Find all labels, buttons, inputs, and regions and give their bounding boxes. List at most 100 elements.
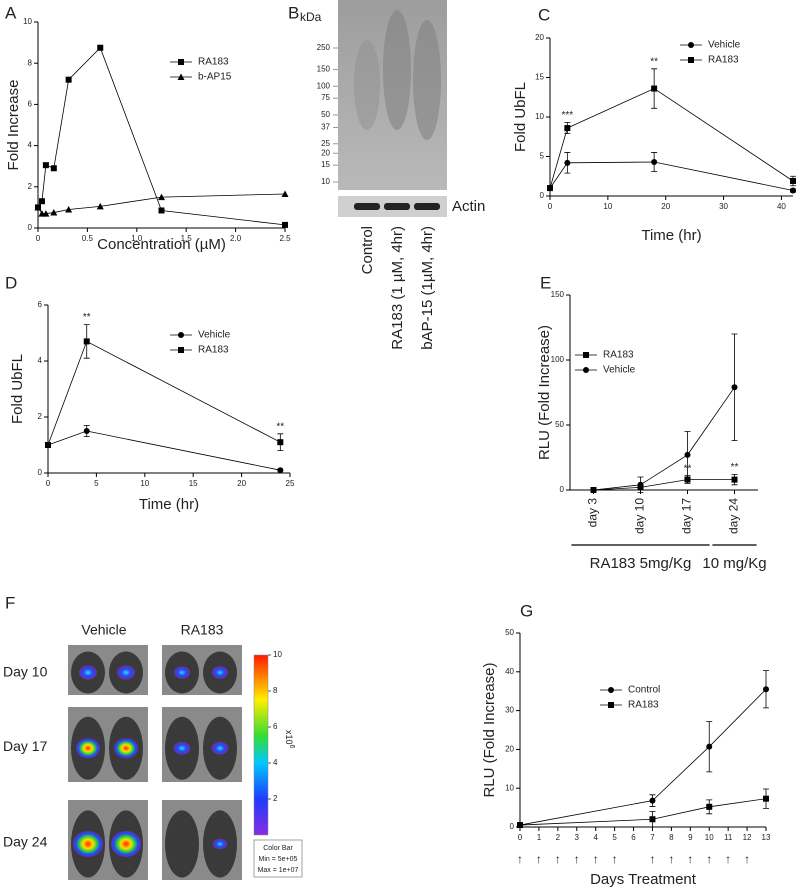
x-tick-label: 15 — [189, 479, 198, 488]
point — [564, 125, 571, 132]
marker-label: 50 — [321, 110, 330, 119]
dose-arrow: ↑ — [725, 852, 731, 866]
colorbar-box — [253, 839, 303, 878]
point — [763, 686, 769, 693]
marker-label: 15 — [321, 160, 330, 169]
point — [637, 481, 644, 488]
x-tick-label: 1.0 — [131, 234, 143, 243]
y-tick-label: 4 — [28, 141, 33, 150]
point — [158, 207, 165, 214]
x-tick-label: 5 — [94, 479, 99, 488]
signal — [173, 741, 191, 755]
x-tick-label: 1 — [537, 833, 542, 842]
point — [277, 439, 284, 446]
annotation: ** — [684, 463, 692, 474]
point — [277, 467, 284, 474]
column-label: Vehicle — [81, 622, 126, 638]
point — [83, 338, 90, 345]
point — [50, 165, 57, 172]
actin-band — [354, 203, 380, 210]
y-tick-label: 5 — [540, 152, 545, 161]
legend-label: RA183 — [628, 700, 659, 711]
point — [651, 85, 658, 92]
signal — [114, 738, 138, 759]
colorbar-label: 8 — [273, 686, 278, 695]
x-tick-label: 0 — [548, 202, 553, 211]
series-line — [519, 688, 767, 826]
lane-label: bAP-15 (1µM, 4hr) — [419, 226, 436, 350]
point — [96, 202, 104, 210]
series-line — [593, 479, 735, 491]
x-tick-label: 2.5 — [279, 234, 291, 243]
colorbar-label: 2 — [273, 794, 278, 803]
signal — [117, 665, 135, 680]
dose-arrow: ↑ — [536, 852, 542, 866]
y-tick-label: 0 — [540, 191, 545, 200]
dosing-label: 10 mg/Kg — [702, 555, 766, 572]
signal — [111, 831, 141, 857]
point — [731, 384, 738, 391]
legend-label: RA183 — [198, 345, 229, 356]
row-label: Day 10 — [3, 664, 48, 680]
dose-arrow: ↑ — [668, 852, 674, 866]
point — [590, 487, 597, 493]
point — [281, 190, 289, 198]
signal — [73, 831, 103, 857]
legend-label: b-AP15 — [198, 72, 232, 83]
marker-label: 100 — [317, 81, 331, 90]
colorbar-label: 10 — [273, 650, 282, 659]
legend-marker — [688, 42, 694, 48]
x-tick-label: 13 — [762, 833, 771, 842]
mouse-body — [165, 810, 199, 878]
y-tick-label: 20 — [535, 33, 544, 42]
marker-label: 150 — [317, 64, 331, 73]
row-label: Day 24 — [3, 834, 48, 850]
point — [158, 193, 165, 201]
y-tick-label: 150 — [551, 290, 565, 299]
x-tick-label: 12 — [743, 833, 752, 842]
series-line — [549, 161, 794, 191]
x-tick-label: 25 — [286, 479, 295, 488]
exponent: 6 — [288, 745, 295, 749]
colorbar-min: Min = 5e+05 — [259, 856, 298, 863]
blot-smear — [413, 20, 441, 140]
y-tick-label: 10 — [505, 783, 514, 792]
x-tick-label: 1.5 — [181, 234, 193, 243]
x-tick-label: 10 — [140, 479, 149, 488]
panel-letter: F — [5, 593, 15, 612]
dosing-label: RA183 5mg/Kg — [590, 555, 692, 572]
x-tick-label: 2 — [556, 833, 561, 842]
dose-arrow: ↑ — [706, 852, 712, 866]
point — [83, 428, 90, 434]
marker-label: 20 — [321, 148, 330, 157]
legend-label: Control — [628, 685, 660, 696]
x-tick-label: 6 — [631, 833, 636, 842]
x-axis-label: Concentration (µM) — [97, 236, 226, 253]
marker-label: 37 — [321, 123, 330, 132]
dose-arrow: ↑ — [649, 852, 655, 866]
column-label: RA183 — [181, 622, 224, 638]
x-tick-label: 0 — [36, 234, 41, 243]
marker-label: 250 — [317, 43, 331, 52]
legend-marker — [608, 702, 614, 708]
point — [651, 159, 658, 166]
series-line — [519, 798, 767, 826]
y-tick-label: 0 — [38, 468, 43, 477]
dose-arrow: ↑ — [687, 852, 693, 866]
legend-label: RA183 — [198, 57, 229, 68]
signal — [79, 665, 97, 680]
lane-label: RA183 (1 µM, 4hr) — [389, 226, 406, 350]
dose-arrow: ↑ — [593, 852, 599, 866]
actin-band — [384, 203, 410, 210]
y-tick-label: 0 — [560, 485, 565, 494]
actin-band — [414, 203, 440, 210]
y-tick-label: 2 — [28, 182, 33, 191]
y-axis-label: Fold UbFL — [512, 82, 529, 152]
point — [790, 177, 796, 184]
x-tick-label: day 3 — [586, 498, 600, 528]
y-tick-label: 20 — [505, 745, 514, 754]
x-axis-label: Time (hr) — [139, 496, 199, 513]
y-tick-label: 15 — [535, 73, 544, 82]
x-tick-label: 4 — [593, 833, 598, 842]
colorbar-scale: x106 — [284, 730, 296, 749]
